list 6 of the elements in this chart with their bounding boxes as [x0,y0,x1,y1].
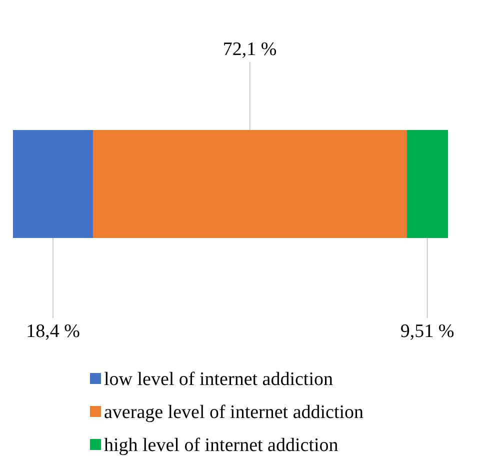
data-label: 18,4 % [26,321,80,342]
legend-label: high level of internet addiction [104,435,339,456]
legend-label: low level of internet addiction [104,369,334,390]
legend-label: average level of internet addiction [104,402,364,423]
data-label: 72,1 % [222,39,277,60]
data-label: 9,51 % [400,321,454,342]
